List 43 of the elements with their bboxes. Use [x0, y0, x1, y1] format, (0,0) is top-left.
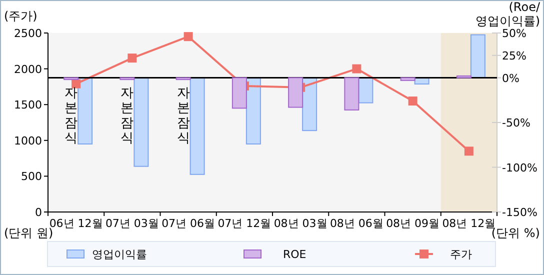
- annotation: 자본잠식: [176, 86, 190, 146]
- point: [408, 96, 418, 106]
- x-tick-label: 07년 12월: [218, 217, 272, 230]
- point: [184, 32, 193, 42]
- bar: [190, 77, 205, 175]
- y2-tick-label: -100%: [502, 161, 538, 174]
- x-tick-label: 07년 03월: [105, 217, 159, 230]
- annotation: 자본잠식: [120, 86, 134, 146]
- bar: [288, 77, 304, 108]
- bar: [470, 34, 486, 78]
- x-tick-label: 08년 12월: [442, 217, 496, 230]
- y2-tick-label: 25%: [502, 49, 526, 62]
- legend-label: 영업이익률: [92, 248, 147, 261]
- y2-tick-label: 0%: [502, 72, 520, 85]
- bar: [232, 77, 247, 109]
- point: [128, 54, 137, 63]
- y2-axis-title: (Roe/ 영업이익률): [475, 0, 541, 28]
- point: [72, 79, 81, 88]
- y-tick-label: 1500: [14, 98, 42, 112]
- y-axis-title: (주가): [4, 9, 38, 23]
- y-tick-label: 500: [21, 170, 42, 184]
- point: [352, 64, 362, 74]
- x-tick-label: 08년 03월: [274, 217, 328, 230]
- y-tick-label: 0: [35, 206, 42, 219]
- bar: [358, 77, 374, 104]
- y2-tick-label: -150%: [502, 206, 538, 219]
- annotation: 자본잠식: [64, 86, 78, 146]
- x-tick-label: 08년 06월: [330, 217, 384, 230]
- y2-tick-label: 50%: [502, 27, 526, 40]
- bar: [246, 77, 261, 144]
- legend-label: 주가: [450, 248, 472, 261]
- y-tick-label: 2000: [14, 62, 42, 76]
- x-tick-label: 08년 09월: [386, 217, 440, 230]
- legend-label: ROE: [283, 248, 306, 261]
- y-tick-label: 2500: [14, 27, 42, 40]
- y-tick-label: 1000: [14, 134, 42, 148]
- x-tick-label: 07년 06월: [162, 217, 216, 230]
- y2-tick-label: -50%: [502, 116, 530, 130]
- bar: [78, 77, 93, 144]
- bar: [344, 77, 360, 110]
- bar: [134, 77, 149, 167]
- point: [464, 146, 474, 156]
- bar: [400, 77, 416, 81]
